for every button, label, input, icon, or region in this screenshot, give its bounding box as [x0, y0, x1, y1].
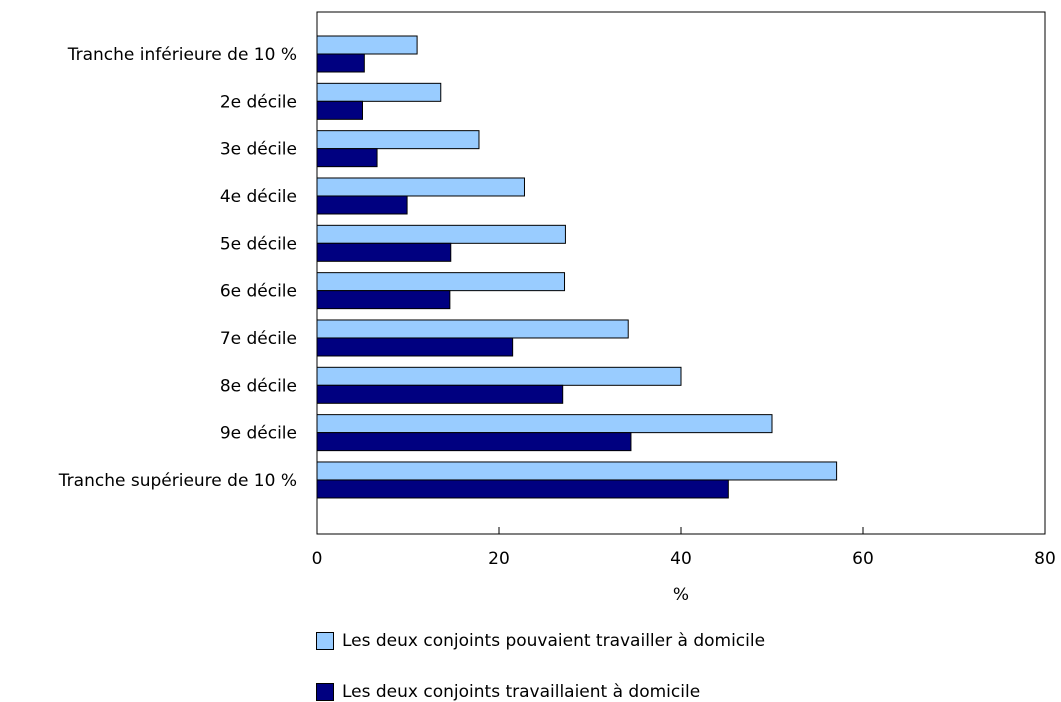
bar-series-2-cat-9: [316, 432, 632, 452]
bar-series-2-cat-8: [316, 384, 564, 404]
plot-frame: [316, 11, 1046, 535]
bar-series-2-cat-4: [316, 195, 408, 215]
legend-item-series-2: Les deux conjoints travaillaient à domic…: [316, 682, 700, 702]
x-tick-label: 20: [488, 549, 510, 569]
category-labels: Tranche inférieure de 10 % 2e décile 3e dé…: [58, 45, 297, 491]
category-label: 2e décile: [220, 92, 297, 112]
bar-series-1-cat-10: [316, 461, 838, 481]
legend-swatch-series-1: [316, 632, 334, 650]
x-axis: 0 20 40 60 80: [312, 527, 1056, 569]
bar-series-1-cat-2: [316, 82, 442, 102]
legend-label-series-1: Les deux conjoints pouvaient travailler …: [342, 631, 766, 651]
bar-series-2-cat-6: [316, 290, 451, 310]
x-tick-label: 40: [670, 549, 692, 569]
category-label: 9e décile: [220, 424, 297, 444]
bar-series-1-cat-8: [316, 366, 682, 386]
bar-series-2-cat-7: [316, 337, 514, 357]
category-label: 7e décile: [220, 329, 297, 349]
category-label: 8e décile: [220, 376, 297, 396]
x-tick-label: 0: [312, 549, 323, 569]
category-label: Tranche supérieure de 10 %: [58, 471, 297, 491]
bar-series-2-cat-1: [316, 53, 365, 73]
legend-swatch-series-2: [316, 683, 334, 701]
legend-label-series-2: Les deux conjoints travaillaient à domic…: [342, 682, 701, 702]
bars-layer: [316, 35, 838, 499]
bar-series-1-cat-7: [316, 319, 629, 339]
category-label: 5e décile: [220, 234, 297, 254]
bar-series-2-cat-10: [316, 479, 729, 499]
bar-series-2-cat-2: [316, 100, 363, 120]
category-label: Tranche inférieure de 10 %: [67, 45, 297, 65]
bar-series-1-cat-5: [316, 224, 566, 244]
legend-item-series-1: Les deux conjoints pouvaient travailler …: [316, 631, 765, 651]
bar-series-1-cat-6: [316, 272, 566, 292]
bar-series-1-cat-4: [316, 177, 525, 197]
category-label: 4e décile: [220, 187, 297, 207]
category-label: 6e décile: [220, 282, 297, 302]
category-label: 3e décile: [220, 140, 297, 160]
x-tick-label: 80: [1034, 549, 1056, 569]
bar-series-1-cat-3: [316, 130, 480, 150]
bar-series-2-cat-3: [316, 148, 378, 168]
x-axis-label: %: [673, 585, 689, 605]
bar-series-1-cat-1: [316, 35, 418, 55]
bar-series-2-cat-5: [316, 242, 452, 262]
x-tick-label: 60: [852, 549, 874, 569]
bar-series-1-cat-9: [316, 414, 773, 434]
